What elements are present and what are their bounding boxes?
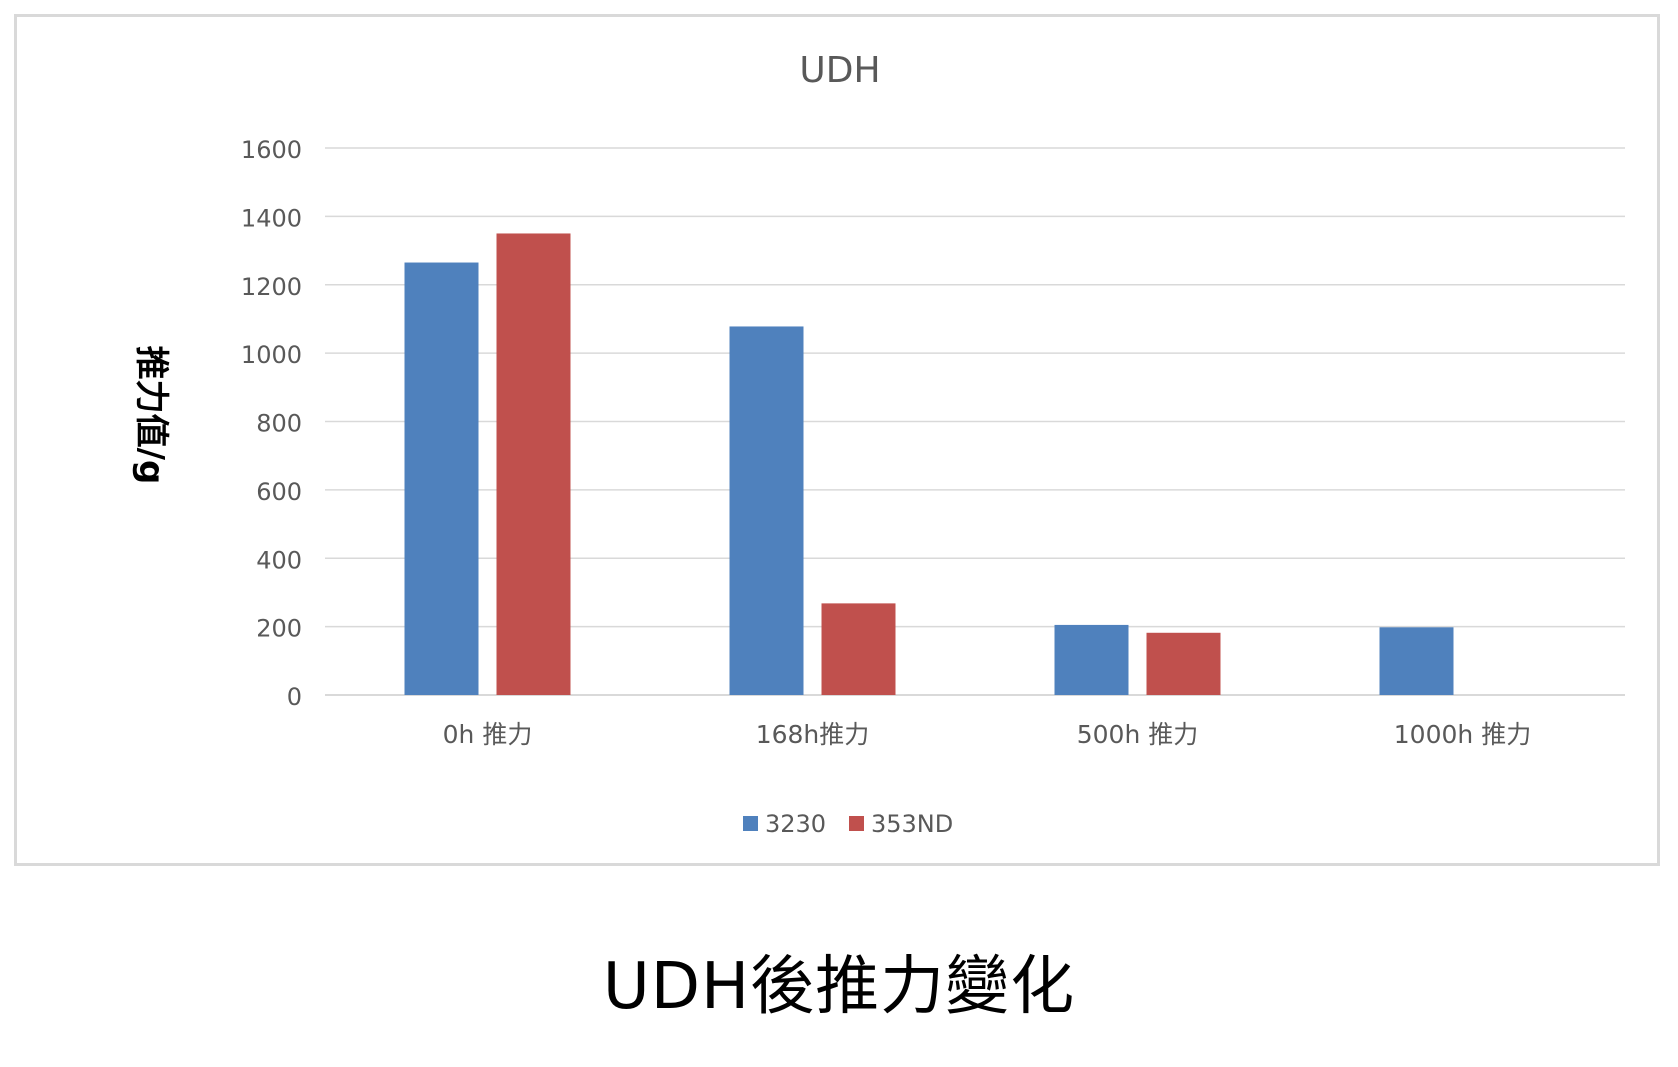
bar-3230-0 — [404, 262, 479, 695]
x-tick-label: 0h 推力 — [443, 720, 533, 749]
y-tick-label: 0 — [287, 683, 302, 711]
legend: 3230 353ND — [743, 810, 953, 838]
bars — [404, 233, 1454, 695]
y-axis-ticks: 0 200 400 600 800 1000 1200 1400 1600 — [241, 136, 302, 711]
y-tick-label: 200 — [256, 615, 302, 643]
bar-3230-1 — [729, 326, 804, 695]
bar-3230-3 — [1379, 627, 1454, 695]
chart-frame — [14, 14, 1660, 866]
x-tick-label: 168h推力 — [756, 720, 870, 749]
y-tick-label: 1200 — [241, 273, 302, 301]
y-tick-label: 600 — [256, 478, 302, 506]
bar-353ND-1 — [821, 603, 896, 695]
legend-swatch-3230 — [743, 816, 758, 831]
legend-label-353ND: 353ND — [871, 810, 953, 838]
figure-caption: UDH後推力變化 — [602, 950, 1076, 1024]
bar-chart: UDH 推力值/g 02004006008001000120014001600 … — [131, 50, 1625, 838]
y-tick-label: 800 — [256, 410, 302, 438]
x-axis-ticks: 0h 推力 168h推力 500h 推力 1000h 推力 — [443, 720, 1532, 749]
legend-swatch-353ND — [849, 816, 864, 831]
y-tick-label: 400 — [256, 546, 302, 574]
y-tick-label: 1400 — [241, 204, 302, 232]
legend-label-3230: 3230 — [765, 810, 826, 838]
chart-title: UDH — [799, 50, 880, 91]
bar-3230-2 — [1054, 624, 1129, 695]
y-axis-label: 推力值/g — [131, 346, 171, 485]
bar-353ND-0 — [496, 233, 571, 695]
y-tick-label: 1000 — [241, 341, 302, 369]
x-tick-label: 1000h 推力 — [1394, 720, 1531, 749]
x-tick-label: 500h 推力 — [1077, 720, 1199, 749]
y-tick-label: 1600 — [241, 136, 302, 164]
bar-353ND-2 — [1146, 632, 1221, 695]
